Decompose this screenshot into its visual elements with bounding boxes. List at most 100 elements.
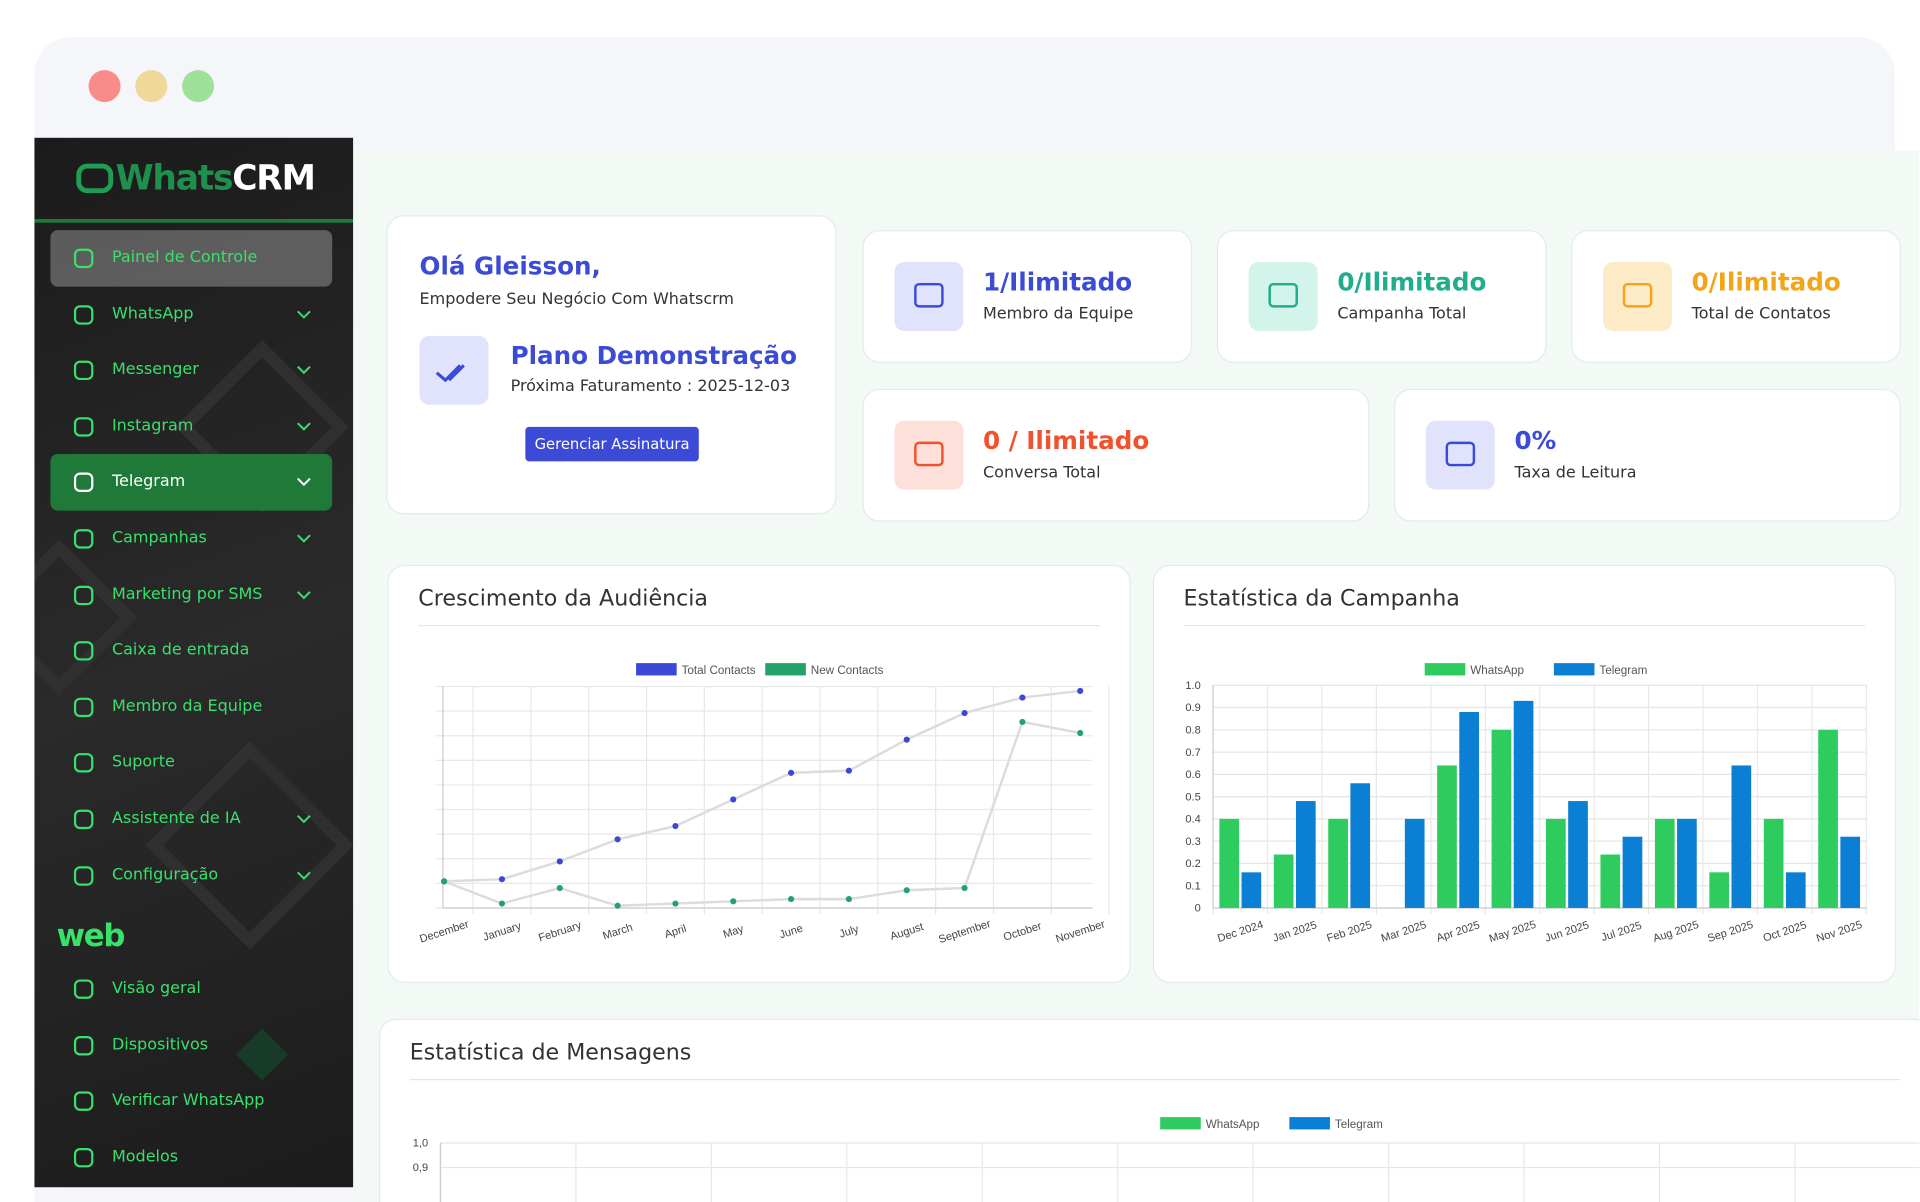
y-tick-label: 0.1 xyxy=(1185,880,1200,892)
x-tick-label: Aug 2025 xyxy=(1652,919,1701,945)
menu-label[interactable]: Telegram xyxy=(111,472,186,492)
icon-shape xyxy=(73,865,94,886)
x-tick-label: January xyxy=(482,920,524,944)
menu-label[interactable]: Caixa de entrada xyxy=(111,641,250,660)
data-point xyxy=(614,836,621,843)
stat-card: 0/Ilimitado Total de Contatos xyxy=(1571,230,1901,363)
menu-item[interactable]: Suporte xyxy=(50,735,332,792)
data-point xyxy=(556,858,563,865)
icon xyxy=(914,282,944,308)
bar xyxy=(1273,854,1294,908)
menu-icon xyxy=(73,865,94,886)
menu-item[interactable]: Configuração xyxy=(50,847,332,904)
x-tick-label: Nov 2025 xyxy=(1815,919,1864,945)
menu-item[interactable]: Telegram xyxy=(50,454,333,512)
bar xyxy=(1513,700,1534,908)
data-point xyxy=(788,896,795,903)
tagline: Empodere Seu Negócio Com Whatscrm xyxy=(419,290,735,309)
menu-item[interactable]: Messenger xyxy=(50,342,332,399)
section-label: web xyxy=(56,917,126,954)
bar xyxy=(1241,872,1262,908)
icon-shape xyxy=(73,1035,94,1055)
check-icon xyxy=(435,364,465,383)
menu-item[interactable]: Campanhas xyxy=(50,511,332,568)
data-point xyxy=(1019,694,1026,701)
stat-card: 0 / Ilimitado Conversa Total xyxy=(862,388,1370,522)
bar xyxy=(1568,801,1588,908)
x-tick-label: Feb 2025 xyxy=(1325,919,1373,945)
y-tick-label: 0.9 xyxy=(1185,702,1200,714)
greeting: Olá Gleisson, xyxy=(419,250,601,281)
data-point xyxy=(961,884,968,892)
stat-value: 0% xyxy=(1514,425,1557,456)
x-tick-label: Jan 2025 xyxy=(1271,919,1318,944)
stat-label: Taxa de Leitura xyxy=(1514,463,1637,483)
welcome-card: Olá Gleisson, Empodere Seu Negócio Com W… xyxy=(386,215,837,515)
menu-label[interactable]: Suporte xyxy=(111,753,175,772)
icon-shape xyxy=(73,1147,94,1167)
x-tick-label: June xyxy=(778,923,805,942)
menu-label[interactable]: WhatsApp xyxy=(111,304,194,324)
y-tick-label: 0.2 xyxy=(1185,858,1200,870)
bar xyxy=(1600,854,1621,908)
menu-label[interactable]: Modelos xyxy=(111,1147,179,1166)
menu-label[interactable]: Verificar WhatsApp xyxy=(111,1091,265,1110)
menu-label[interactable]: Painel de Controle xyxy=(111,248,258,267)
menu-item[interactable]: Membro da Equipe xyxy=(50,679,332,736)
menu-item[interactable]: Marketing por SMS xyxy=(50,567,332,624)
stat-value: 0 / Ilimitado xyxy=(983,425,1150,456)
menu-item[interactable]: Caixa de entrada xyxy=(50,623,332,680)
bar xyxy=(1437,765,1457,908)
chevron xyxy=(297,814,311,824)
menu-icon xyxy=(73,753,94,773)
chevron xyxy=(297,422,311,431)
menu-label[interactable]: Instagram xyxy=(111,416,194,436)
menu-icon xyxy=(73,248,94,269)
maximize-dot[interactable] xyxy=(182,70,215,103)
menu-label[interactable]: Membro da Equipe xyxy=(111,697,263,716)
series-line xyxy=(444,689,1081,883)
menu-icon xyxy=(73,1035,94,1055)
legend-label: Telegram xyxy=(1335,1118,1383,1131)
menu-item[interactable]: Instagram xyxy=(50,398,332,455)
data-point xyxy=(788,769,795,776)
logo-text: CRM xyxy=(232,157,316,199)
chart: Total Contacts New Contacts December Januar… xyxy=(418,663,1110,946)
manage-button[interactable]: Gerenciar Assinatura xyxy=(525,426,699,462)
chevron xyxy=(297,366,311,375)
icon-shape xyxy=(73,1091,94,1111)
menu-item[interactable]: Dispositivos xyxy=(50,1017,332,1074)
minimize-dot[interactable] xyxy=(135,70,168,103)
menu-item[interactable]: WhatsApp xyxy=(50,286,332,343)
stat-card: 0/Ilimitado Campanha Total xyxy=(1216,230,1547,363)
menu-label[interactable]: Messenger xyxy=(111,360,199,380)
chevron-shape xyxy=(297,590,311,599)
y-tick-label: 0.5 xyxy=(1185,791,1200,803)
menu-item[interactable]: Modelos xyxy=(50,1129,332,1186)
legend-swatch xyxy=(1289,1117,1330,1130)
menu-label[interactable]: Dispositivos xyxy=(111,1035,209,1054)
data-point xyxy=(498,900,506,907)
menu-item[interactable]: Verificar WhatsApp xyxy=(50,1073,332,1130)
menu-item[interactable]: Painel de Controle xyxy=(50,230,333,287)
legend-swatch xyxy=(765,663,806,676)
logo[interactable]: WhatsCRM xyxy=(76,157,316,199)
menu-item[interactable]: Assistente de IA xyxy=(50,791,332,848)
menu-label[interactable]: Visão geral xyxy=(111,979,201,998)
menu-label[interactable]: Configuração xyxy=(111,865,219,885)
icon xyxy=(1622,282,1653,308)
menu-label[interactable]: Campanhas xyxy=(111,529,207,548)
y-tick-label: 0.7 xyxy=(1185,747,1200,759)
title-rule xyxy=(418,624,1100,627)
bar xyxy=(1404,818,1425,908)
menu-label[interactable]: Marketing por SMS xyxy=(111,585,263,604)
menu-label[interactable]: Assistente de IA xyxy=(111,809,241,828)
menu-item[interactable]: Visão geral xyxy=(50,961,332,1018)
legend-label: Total Contacts xyxy=(682,664,756,677)
bar xyxy=(1546,818,1566,908)
close-dot[interactable] xyxy=(88,70,121,103)
legend-swatch xyxy=(1424,663,1466,676)
menu-icon xyxy=(73,641,94,661)
bar xyxy=(1491,729,1512,908)
menu-icon xyxy=(73,809,94,830)
